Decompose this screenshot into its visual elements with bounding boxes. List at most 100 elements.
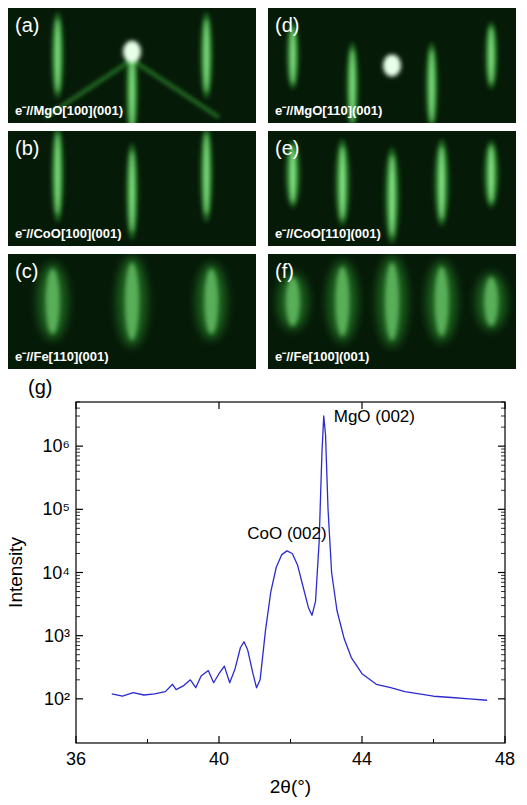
y-minor-tick xyxy=(501,460,505,461)
y-minor-tick xyxy=(76,575,80,576)
rheed-panel: (c)e⁻//Fe[110](001) xyxy=(8,254,256,369)
streak xyxy=(203,133,209,215)
y-tick xyxy=(498,635,505,636)
y-minor-tick xyxy=(76,455,80,456)
y-minor-tick xyxy=(76,408,80,409)
y-minor-tick xyxy=(76,578,80,579)
y-minor-tick xyxy=(501,528,505,529)
y-minor-tick xyxy=(76,542,80,543)
streak xyxy=(129,150,135,232)
streak xyxy=(488,145,495,202)
streak xyxy=(55,133,61,215)
y-minor-tick xyxy=(501,586,505,587)
y-minor-tick xyxy=(501,616,505,617)
y-tick xyxy=(76,635,83,636)
y-minor-tick xyxy=(501,654,505,655)
x-axis-title: 2θ(°) xyxy=(270,776,311,797)
streak-glow xyxy=(426,260,457,342)
y-tick-label: 10⁴ xyxy=(42,563,70,583)
y-tick-label: 10³ xyxy=(44,626,70,646)
y-tick-label: 10⁵ xyxy=(43,499,70,519)
rheed-background xyxy=(8,131,256,246)
streak-glow xyxy=(327,260,358,342)
y-minor-tick xyxy=(76,523,80,524)
y-minor-tick xyxy=(76,597,80,598)
y-tick-label: 10⁶ xyxy=(43,436,70,456)
y-minor-tick xyxy=(76,449,80,450)
y-minor-tick xyxy=(76,638,80,639)
y-minor-tick xyxy=(501,534,505,535)
streak-glow xyxy=(125,143,138,240)
streak xyxy=(46,269,60,335)
y-tick xyxy=(498,572,505,573)
y-tick xyxy=(76,698,83,699)
streak xyxy=(488,27,494,84)
panel-letter: (d) xyxy=(275,14,299,36)
rheed-pattern xyxy=(37,256,227,348)
x-tick xyxy=(75,736,76,743)
y-minor-tick xyxy=(501,591,505,592)
rheed-panel: (b)e⁻//CoO[100](001) xyxy=(8,126,256,246)
y-minor-tick xyxy=(501,575,505,576)
y-minor-tick xyxy=(501,679,505,680)
y-minor-tick xyxy=(501,605,505,606)
y-minor-tick xyxy=(501,519,505,520)
y-minor-tick xyxy=(76,605,80,606)
x-tick-label: 40 xyxy=(209,749,229,769)
y-minor-tick xyxy=(501,452,505,453)
panel-letter: (e) xyxy=(275,137,299,159)
x-tick xyxy=(218,402,219,409)
x-tick-label: 36 xyxy=(66,749,86,769)
data-group xyxy=(112,416,487,700)
peak-annotation: CoO (002) xyxy=(247,524,326,543)
panel-label: e⁻//MgO[100](001) xyxy=(15,103,123,118)
rheed-background xyxy=(8,254,256,369)
x-minor-tick xyxy=(147,739,148,743)
streak-glow xyxy=(51,131,64,222)
y-minor-tick xyxy=(76,660,80,661)
streak xyxy=(438,146,445,220)
panel-label: e⁻//Fe[110](001) xyxy=(15,349,109,364)
y-minor-tick xyxy=(76,460,80,461)
panel-label: e⁻//CoO[100](001) xyxy=(15,226,122,241)
streak-glow xyxy=(200,131,213,222)
plot-frame xyxy=(76,402,505,743)
y-minor-tick xyxy=(76,416,80,417)
y-minor-tick xyxy=(501,490,505,491)
y-minor-tick xyxy=(76,427,80,428)
y-minor-tick xyxy=(76,586,80,587)
y-minor-tick xyxy=(501,515,505,516)
streak xyxy=(389,155,396,237)
streak-glow xyxy=(485,22,498,90)
y-minor-tick xyxy=(501,471,505,472)
rheed-background xyxy=(268,8,516,123)
rheed-panel: (f)e⁻//Fe[100](001) xyxy=(268,254,516,369)
x-tick xyxy=(361,736,362,743)
y-minor-tick xyxy=(501,479,505,480)
y-tick xyxy=(76,572,83,573)
y-minor-tick xyxy=(76,534,80,535)
streak-glow xyxy=(51,12,64,99)
y-minor-tick xyxy=(501,553,505,554)
y-minor-tick xyxy=(501,542,505,543)
panel-letter: (a) xyxy=(15,14,39,36)
streak xyxy=(484,277,498,326)
y-tick xyxy=(498,698,505,699)
streak-glow xyxy=(476,272,507,330)
y-minor-tick xyxy=(501,408,505,409)
y-minor-tick xyxy=(76,465,80,466)
y-minor-tick xyxy=(501,668,505,669)
y-minor-tick xyxy=(76,528,80,529)
figure-svg: (a) e⁻//MgO[100](001) (b)e⁻//CoO[100](001)… xyxy=(0,0,527,805)
streak-glow xyxy=(384,147,399,244)
y-minor-tick xyxy=(501,449,505,450)
streak xyxy=(335,267,349,337)
streak xyxy=(203,18,209,92)
figure: (a) e⁻//MgO[100](001) (b)e⁻//CoO[100](001)… xyxy=(0,0,527,805)
y-minor-tick xyxy=(76,616,80,617)
xrd-line xyxy=(112,416,487,700)
streak-glow xyxy=(196,263,227,340)
y-minor-tick xyxy=(76,591,80,592)
streak-glow xyxy=(377,256,408,348)
y-tick xyxy=(498,509,505,510)
